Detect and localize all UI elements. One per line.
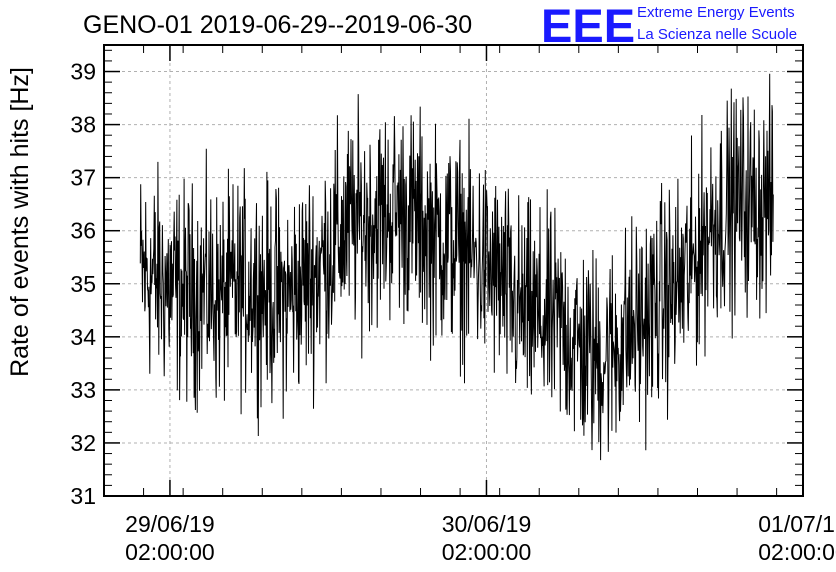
x-tick-time: 02:00:00 [442,539,532,565]
y-tick-labels: 31 32 33 34 35 36 37 38 39 [70,59,96,509]
y-tick-label: 39 [70,59,96,85]
y-tick-label: 31 [70,483,96,509]
y-tick-label: 33 [70,377,96,403]
logo-line-1: Extreme Energy Events [637,4,795,21]
y-tick-label: 34 [70,324,96,350]
y-axis-label: Rate of events with hits [Hz] [6,67,34,377]
y-tick-label: 38 [70,112,96,138]
logo-mark: EEE [541,0,635,52]
logo-line-2: La Scienza nelle Scuole [637,26,797,43]
x-tick-time: 02:00:00 [758,539,836,565]
y-tick-label: 36 [70,218,96,244]
plot-frame [103,44,804,497]
y-tick-label: 35 [70,271,96,297]
x-tick-date: 29/06/19 [125,511,215,537]
series-layer [139,73,774,461]
eee-logo: EEE Extreme Energy Events La Scienza nel… [541,0,797,52]
x-tick-date: 01/07/19 [758,511,836,537]
series-line [139,73,774,461]
axes [103,44,804,497]
y-tick-label: 37 [70,165,96,191]
chart-title: GENO-01 2019-06-29--2019-06-30 [83,11,472,39]
y-tick-label: 32 [70,430,96,456]
x-tick-date: 30/06/19 [442,511,532,537]
x-tick-time: 02:00:00 [125,539,215,565]
x-tick-labels: 29/06/1902:00:0030/06/1902:00:0001/07/19… [125,511,836,565]
